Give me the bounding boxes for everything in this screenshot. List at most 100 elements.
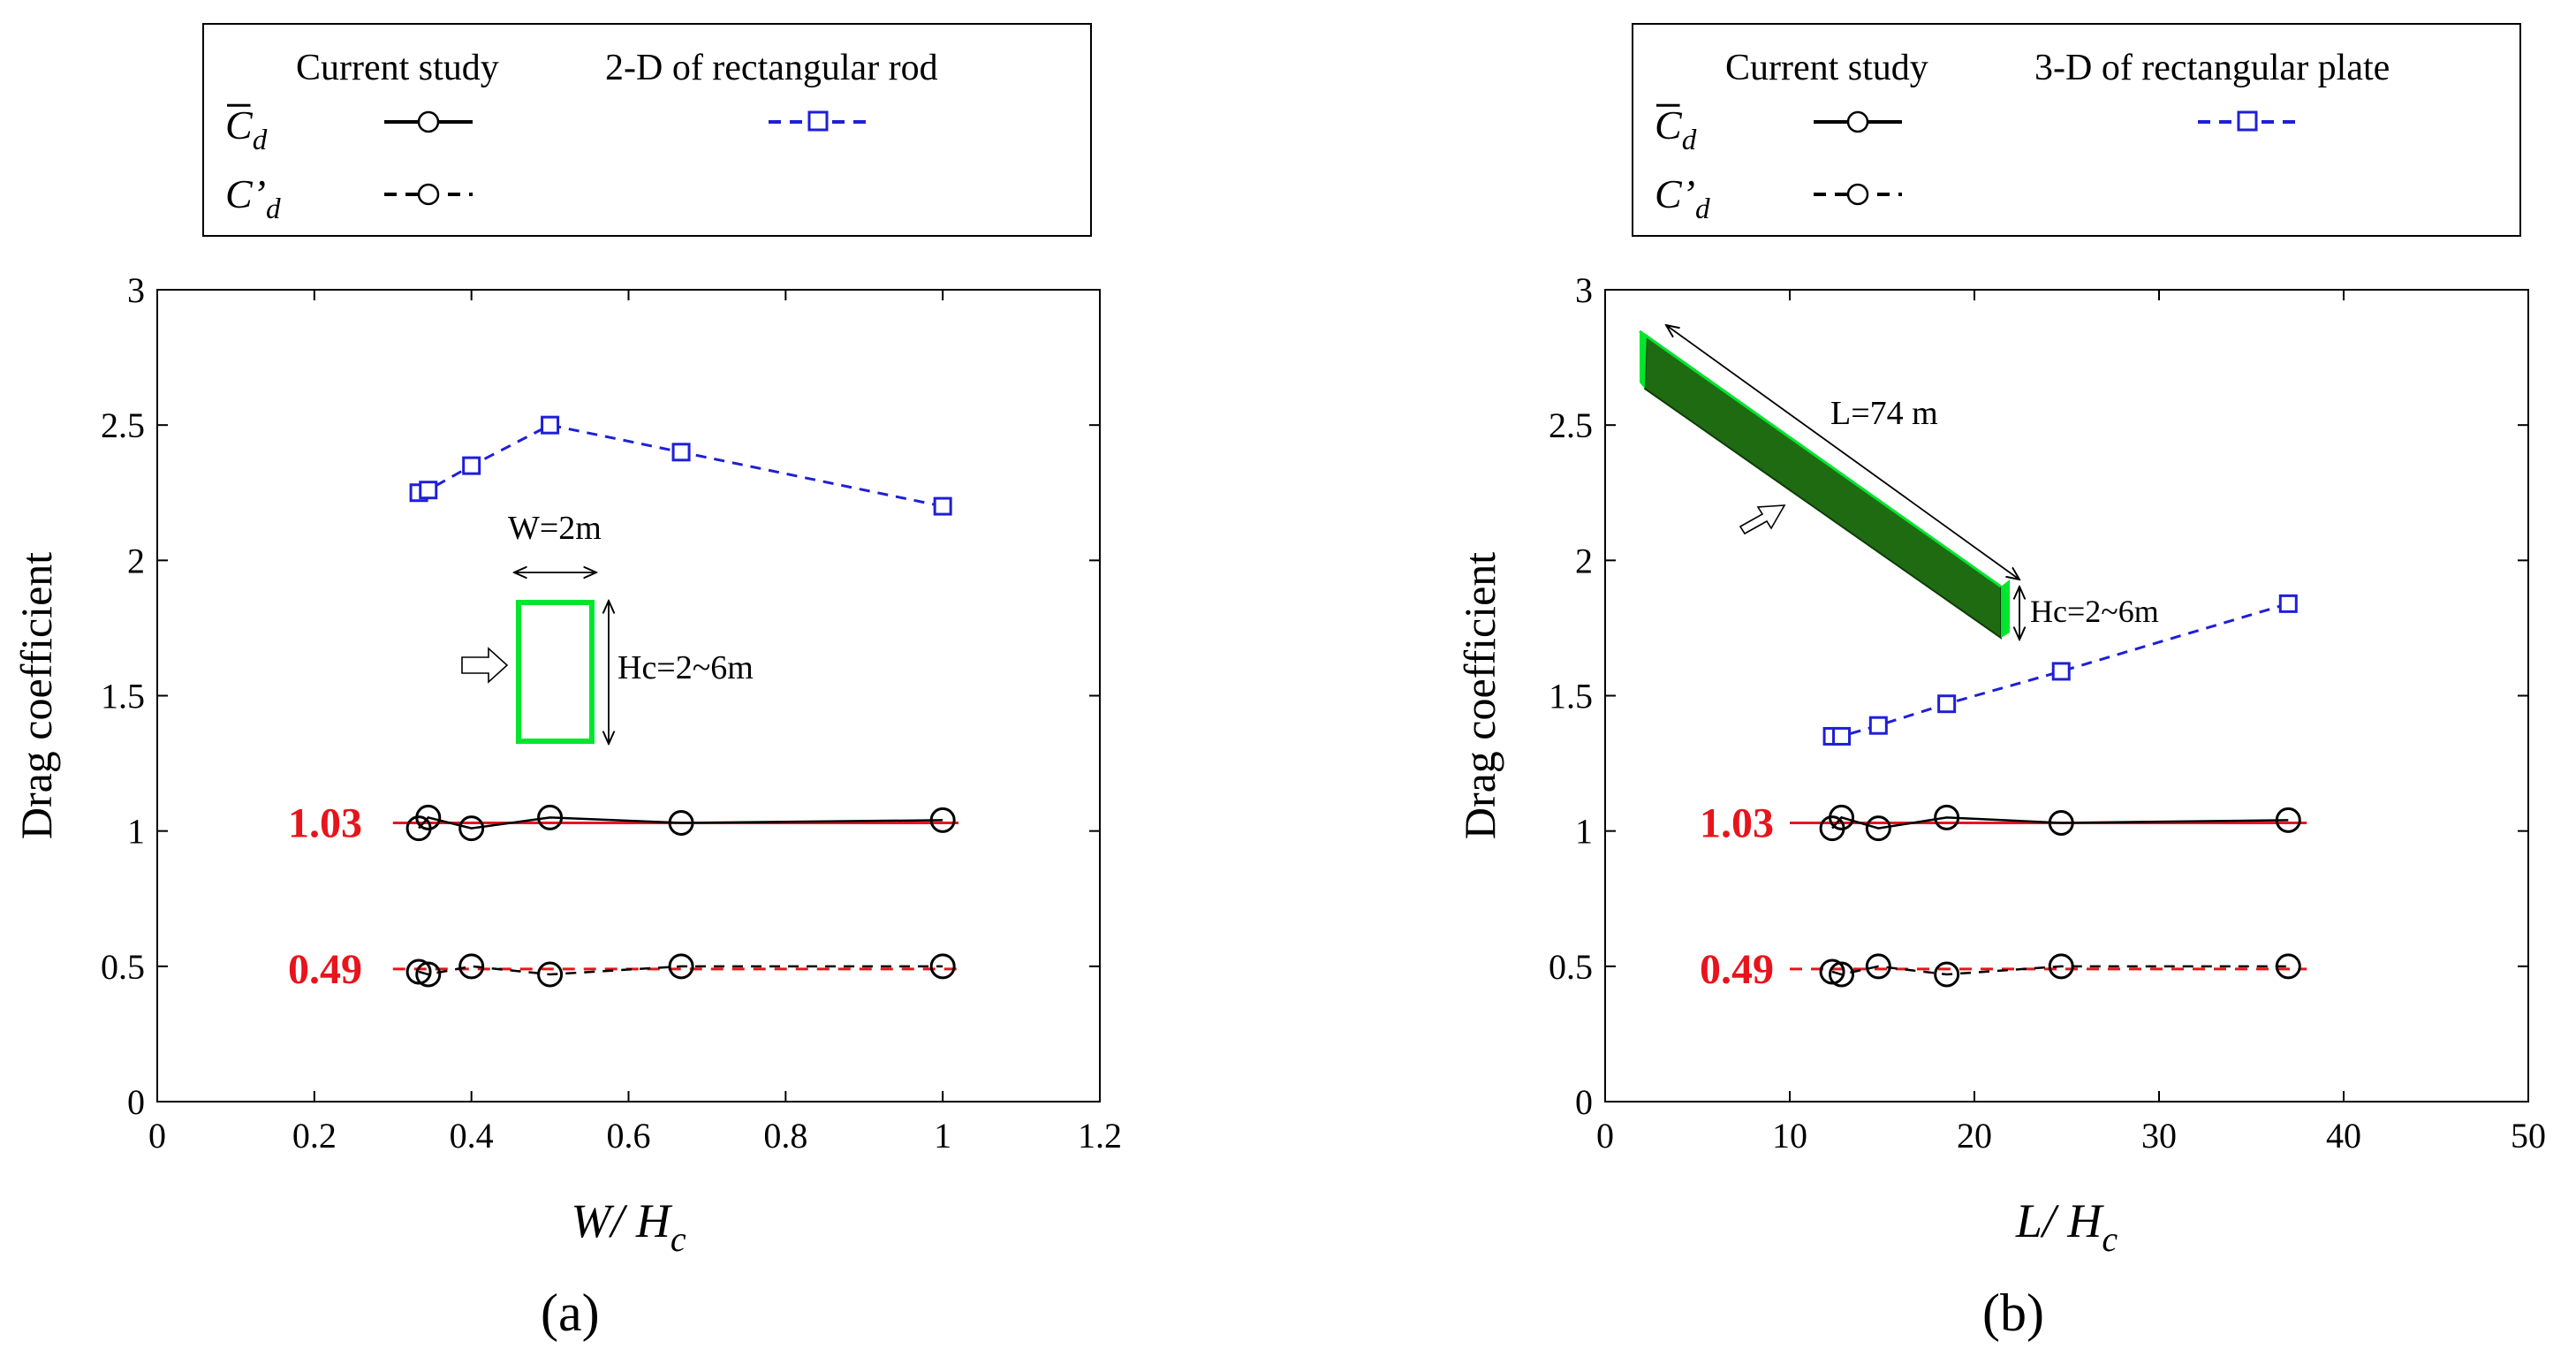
length-arrow <box>1666 325 2019 580</box>
y-tick-label: 1.5 <box>101 677 145 716</box>
series-point-circle <box>537 961 564 988</box>
length-label: L=74 m <box>1830 395 1938 432</box>
y-tick-label: 2.5 <box>101 405 145 445</box>
height-label: Hc=2~6m <box>2030 594 2159 629</box>
y-axis-label: Drag coefficient <box>11 552 61 839</box>
series-point-square <box>1937 694 1957 714</box>
y-tick-label: 1 <box>1575 812 1593 852</box>
series-point-circle <box>458 953 485 980</box>
series-point-circle <box>1865 953 1891 980</box>
legend-symbol-mean: Cd <box>1655 102 1697 156</box>
legend-symbol-fluct: C’d <box>1655 171 1710 225</box>
series-line-1 <box>418 965 943 976</box>
x-tick-label: 30 <box>2141 1116 2177 1156</box>
panel-label-a: (a) <box>541 1284 600 1342</box>
legend-header-reference: 2-D of rectangular rod <box>605 48 938 88</box>
series-point-circle <box>2048 809 2074 836</box>
series-point-square <box>671 443 691 462</box>
x-tick-label: 0.8 <box>763 1116 807 1156</box>
series-point-circle <box>668 809 694 836</box>
width-label: W=2m <box>508 510 602 547</box>
x-tick-label: 0.2 <box>292 1116 337 1156</box>
x-axis-label: L/ Hc <box>2015 1194 2118 1259</box>
x-tick-label: 0.6 <box>607 1116 651 1156</box>
series-point-square <box>2278 594 2298 613</box>
x-tick-label: 10 <box>1772 1116 1807 1156</box>
series-point-circle <box>2275 953 2301 980</box>
x-tick-label: 0 <box>1596 1116 1614 1156</box>
series-point-circle <box>1829 804 1855 830</box>
rod-cross-section <box>516 600 595 744</box>
plate-end-right <box>2001 580 2010 638</box>
x-tick-label: 1.2 <box>1078 1116 1122 1156</box>
legend-marker-mean <box>1846 110 1869 133</box>
x-tick-label: 0 <box>148 1116 166 1156</box>
x-tick-label: 50 <box>2511 1116 2546 1156</box>
y-tick-label: 0.5 <box>1549 947 1593 987</box>
panel-label-b: (b) <box>1982 1284 2044 1342</box>
y-tick-label: 0.5 <box>101 947 145 987</box>
plate-end-left <box>1640 331 1647 389</box>
series-point-circle <box>1934 804 1960 830</box>
y-tick-label: 0 <box>127 1082 145 1122</box>
y-axis-label: Drag coefficient <box>1455 552 1504 839</box>
series-point-circle <box>415 961 442 988</box>
legend-marker-reference <box>2237 110 2258 132</box>
legend-box <box>202 23 1092 237</box>
legend-marker-mean <box>417 110 440 133</box>
series-point-square <box>933 496 952 516</box>
series-line-1 <box>1831 965 2289 976</box>
series-point-circle <box>405 959 432 985</box>
legend-marker-reference <box>807 110 829 132</box>
series-point-square <box>1868 716 1888 735</box>
y-tick-label: 3 <box>1575 270 1593 310</box>
series-point-circle <box>929 807 956 833</box>
flow-arrow-icon <box>461 647 509 684</box>
series-point-square <box>1832 726 1852 746</box>
series-point-circle <box>929 953 956 980</box>
x-tick-label: 20 <box>1957 1116 1992 1156</box>
legend-header-current: Current study <box>296 48 499 88</box>
height-label: Hc=2~6m <box>617 649 754 686</box>
y-tick-label: 2 <box>127 541 145 580</box>
y-tick-label: 1.5 <box>1549 677 1593 716</box>
series-line-2 <box>418 423 943 508</box>
x-axis-label: W/ Hc <box>571 1194 686 1259</box>
plate-body <box>1643 334 2002 640</box>
panel-b: 0 10 20 30 40 50 0 0.5 1 1.5 2 2.5 3 Drag coefficient… <box>1455 23 2546 1259</box>
panel-a: 0 0.2 0.4 0.6 0.8 1 1.2 0 0.5 1 1.5 2 2.5 3 Drag coeff… <box>11 23 1122 1259</box>
series-point-square <box>462 456 481 475</box>
series-point-circle <box>2048 953 2074 980</box>
series-point-circle <box>1865 815 1891 842</box>
y-tick-label: 2.5 <box>1549 405 1593 445</box>
series-point-circle <box>458 815 485 842</box>
series-point-circle <box>2275 807 2301 833</box>
legend-box <box>1632 23 2521 237</box>
y-tick-label: 2 <box>1575 541 1593 580</box>
mean-label-0.49: 0.49 <box>1700 946 1774 993</box>
x-tick-label: 1 <box>934 1116 951 1156</box>
y-tick-label: 1 <box>127 812 145 852</box>
series-point-square <box>2051 662 2071 681</box>
series-point-circle <box>1934 961 1960 988</box>
mean-label-1.03: 1.03 <box>288 799 362 846</box>
series-point-square <box>419 481 438 500</box>
legend-header-reference: 3-D of rectangular plate <box>2034 48 2390 88</box>
mean-label-0.49: 0.49 <box>288 946 362 993</box>
legend-header-current: Current study <box>1725 48 1928 88</box>
x-tick-label: 0.4 <box>450 1116 494 1156</box>
legend-symbol-fluct: C’d <box>225 171 281 225</box>
mean-label-1.03: 1.03 <box>1700 799 1774 846</box>
legend-symbol-mean: Cd <box>225 102 268 156</box>
legend-marker-fluct <box>417 183 440 206</box>
flow-arrow-icon <box>1739 504 1786 535</box>
series-point-circle <box>537 804 564 830</box>
series-point-circle <box>1829 961 1855 988</box>
x-tick-label: 40 <box>2326 1116 2361 1156</box>
series-point-circle <box>668 953 694 980</box>
plate-top-edge <box>1639 330 2002 588</box>
y-tick-label: 0 <box>1575 1082 1593 1122</box>
series-point-circle <box>415 804 442 830</box>
series-point-square <box>541 415 560 435</box>
